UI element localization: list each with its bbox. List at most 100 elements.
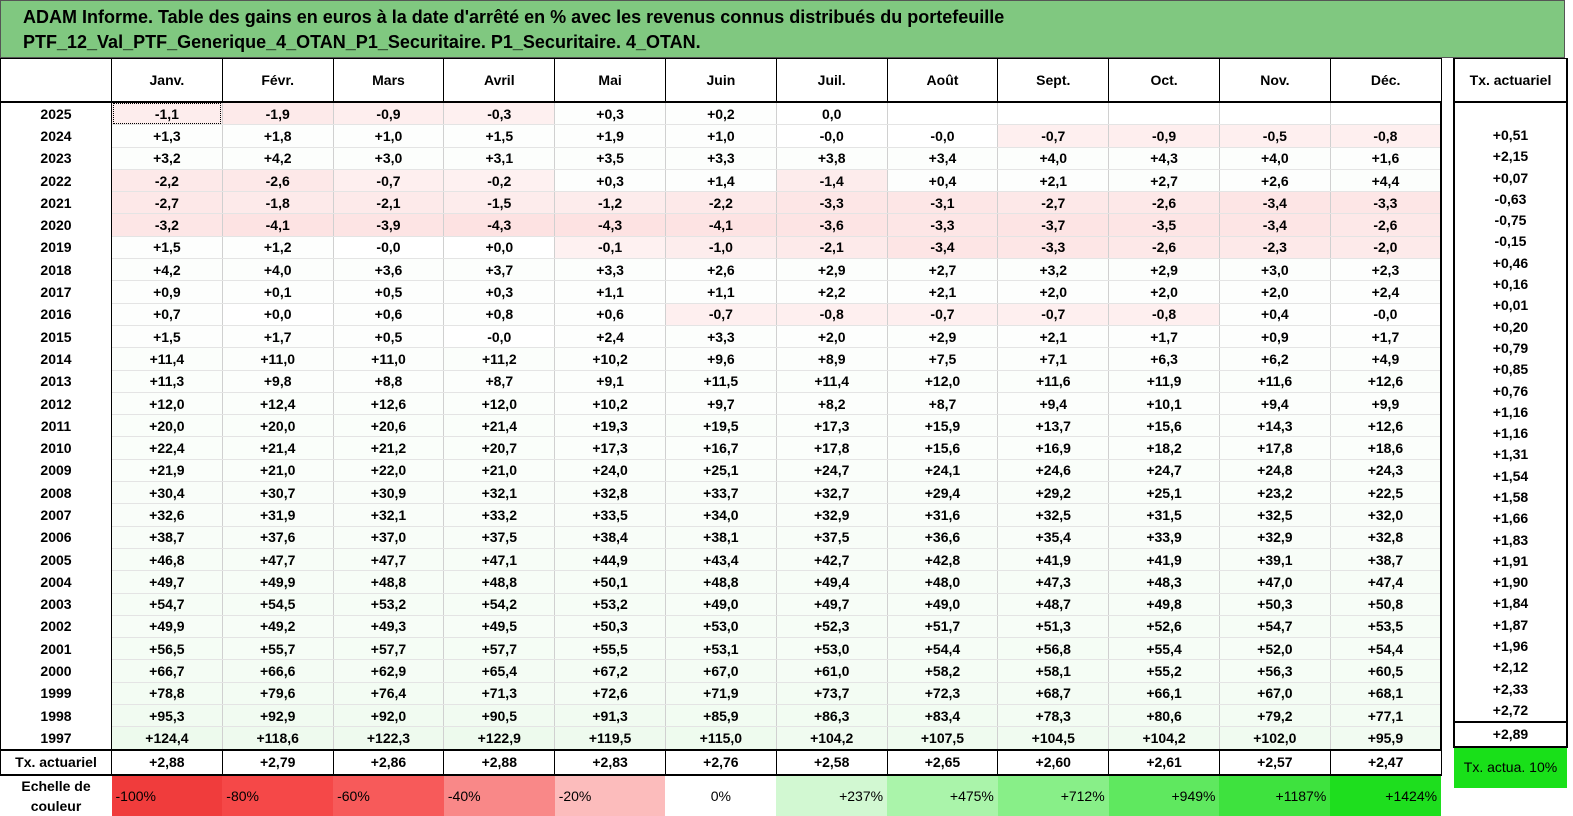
gain-cell: +12,6 (333, 392, 445, 416)
month-header: Août (887, 58, 999, 103)
side-row: +2,72 (1453, 699, 1568, 722)
gain-cell: +32,1 (333, 503, 445, 527)
gain-cell: +49,2 (222, 615, 334, 639)
gain-cell: -0,9 (333, 102, 445, 126)
year-label: 2009 (0, 459, 112, 482)
gain-cell: +53,2 (333, 593, 445, 616)
gain-cell: +54,4 (887, 637, 999, 661)
gain-cell: -1,4 (776, 169, 888, 193)
gain-cell: +2,7 (1108, 169, 1220, 193)
gain-cell: -2,6 (1108, 191, 1220, 215)
gain-cell: +47,7 (333, 548, 445, 572)
gain-cell: +38,4 (554, 526, 666, 549)
year-label: 2018 (0, 258, 112, 281)
gain-cell: -1,9 (222, 102, 334, 126)
side-scale-swatch: Tx. actua. 10% (1454, 746, 1567, 788)
gain-cell: +118,6 (222, 726, 334, 751)
month-header: Nov. (1219, 58, 1331, 103)
color-scale-swatch: +949% (1108, 774, 1220, 816)
gain-cell: +11,6 (1219, 370, 1331, 393)
gain-cell: +9,9 (1330, 392, 1443, 416)
gain-cell: +4,3 (1108, 147, 1220, 170)
gain-cell: +0,8 (443, 303, 556, 326)
actuarial-rate-cell: +1,16 (1453, 401, 1568, 423)
gain-cell: +17,8 (1219, 436, 1331, 460)
gain-cell: +0,9 (111, 280, 223, 304)
gain-cell: +8,7 (887, 392, 999, 416)
header-row: Janv. Févr. Mars Avril Mai Juin Juil. Août Sept.… (0, 58, 1442, 103)
year-label: 2024 (0, 124, 112, 148)
gain-cell: +52,6 (1108, 615, 1220, 639)
gain-cell: +11,5 (665, 370, 777, 393)
gain-cell: -3,4 (1219, 191, 1331, 215)
gain-cell: +1,7 (1330, 325, 1443, 349)
gain-cell: +22,0 (333, 459, 445, 483)
gain-cell: +33,5 (554, 503, 666, 527)
gain-cell: +9,1 (554, 370, 666, 393)
gain-cell: +21,0 (222, 459, 334, 483)
gain-cell: +6,3 (1108, 347, 1220, 371)
gain-cell: +49,0 (887, 593, 999, 616)
gain-cell: +50,1 (554, 570, 666, 594)
gain-cell: +33,9 (1108, 526, 1220, 549)
actuarial-rate-cell: +2,12 (1453, 656, 1568, 679)
gain-cell: +49,8 (1108, 593, 1220, 616)
gain-cell: +53,0 (665, 615, 777, 639)
side-row: +2,15 (1453, 145, 1568, 167)
gain-cell: +4,0 (222, 258, 334, 282)
gain-cell: +104,2 (776, 726, 888, 751)
gain-cell: -0,0 (887, 124, 999, 148)
gain-cell: -0,7 (333, 169, 445, 193)
gain-cell: +6,2 (1219, 347, 1331, 371)
side-row: +1,84 (1453, 592, 1568, 615)
gain-cell: -0,8 (1108, 303, 1220, 326)
gain-cell: +12,6 (1330, 414, 1443, 438)
gain-cell: +115,0 (665, 726, 777, 751)
gains-table: Janv. Févr. Mars Avril Mai Juin Juil. Août Sept.… (0, 58, 1443, 816)
year-label: 2013 (0, 370, 112, 393)
gain-cell: +3,3 (665, 147, 777, 170)
title-line-1: ADAM Informe. Table des gains en euros à… (23, 7, 1005, 27)
actuarial-rate-cell: +0,79 (1453, 337, 1568, 359)
gain-cell: +32,5 (1219, 503, 1331, 527)
gain-cell: -0,0 (443, 325, 556, 349)
gain-cell: +32,5 (997, 503, 1110, 527)
gain-cell: +0,0 (443, 236, 556, 260)
gain-cell: +3,3 (665, 325, 777, 349)
gain-cell: +56,5 (111, 637, 223, 661)
gain-cell: +44,9 (554, 548, 666, 572)
side-header-row: Tx. actuariel (1453, 58, 1568, 103)
gain-cell: +1,5 (111, 236, 223, 260)
gain-cell: +54,5 (222, 593, 334, 616)
side-row: -0,63 (1453, 188, 1568, 210)
gain-cell: +124,4 (111, 726, 223, 751)
month-header: Déc. (1330, 58, 1442, 103)
gain-cell: +0,9 (1219, 325, 1331, 349)
gain-cell: +19,3 (554, 414, 666, 438)
table-row: 2023 +3,2 +4,2 +3,0 +3,1 +3,5 +3,3 +3,8 +3,4 +4,0… (0, 147, 1443, 170)
gain-cell: -2,2 (111, 169, 223, 193)
gain-cell (1108, 102, 1220, 126)
gain-cell: +10,2 (554, 347, 666, 371)
table-row: 2021 -2,7 -1,8 -2,1 -1,5 -1,2 -2,2 -3,3 -3,1 -2,7… (0, 191, 1443, 215)
gain-cell: +3,3 (554, 258, 666, 282)
footer-rate-cell: +2,57 (1219, 748, 1331, 776)
actuarial-rate-cell: +1,90 (1453, 571, 1568, 593)
color-scale-swatch: +1424% (1330, 774, 1442, 816)
gain-cell: -4,1 (222, 213, 334, 237)
gain-cell: +24,1 (887, 459, 999, 483)
color-scale-swatch: 0% (665, 774, 777, 816)
gain-cell: +0,3 (554, 102, 666, 126)
month-header: Juin (665, 58, 777, 103)
table-row: 2016 +0,7 +0,0 +0,6 +0,8 +0,6 -0,7 -0,8 -0,7 -0,7… (0, 303, 1443, 326)
gain-cell: +11,2 (443, 347, 556, 371)
side-row: +1,16 (1453, 422, 1568, 444)
actuarial-rate-cell: +0,16 (1453, 273, 1568, 295)
gain-cell: +24,8 (1219, 459, 1331, 483)
actuarial-rate-cell: -0,63 (1453, 188, 1568, 210)
gain-cell: +54,4 (1330, 637, 1443, 661)
side-header: Tx. actuariel (1453, 58, 1568, 103)
gain-cell: +33,7 (665, 481, 777, 505)
gain-cell: +10,2 (554, 392, 666, 416)
gain-cell: +7,1 (997, 347, 1110, 371)
